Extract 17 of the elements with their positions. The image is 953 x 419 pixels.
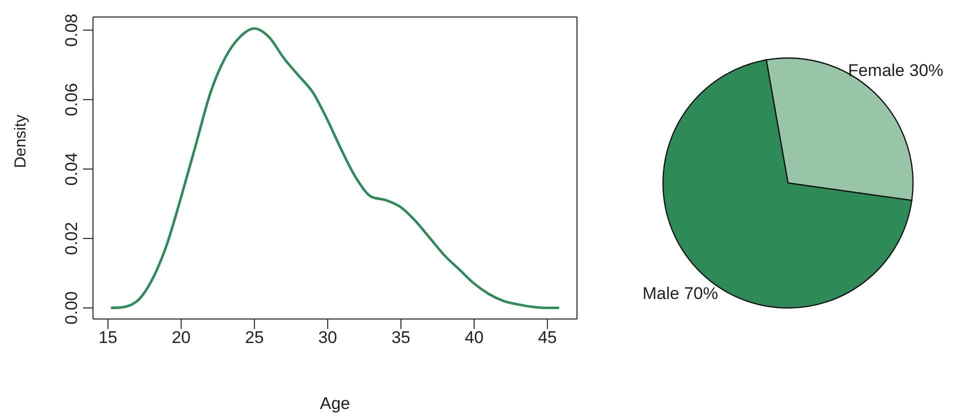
y-tick-label: 0.02 [62,222,81,256]
x-tick-label: 15 [98,328,118,348]
y-tick-label: 0.00 [62,291,81,324]
y-tick-label: 0.08 [62,14,81,47]
y-tick-label: 0.04 [62,152,81,186]
x-tick-label: 20 [172,328,191,348]
line-series [110,27,560,310]
slice-label: Male 70% [642,284,718,303]
x-tick-label: 45 [538,328,557,348]
x-tick-label: 35 [391,328,410,348]
x-axis-title: Age [320,394,350,413]
x-tick-label: 25 [244,328,264,348]
y-axis-title: Density [12,114,30,168]
x-tick-label: 30 [318,328,338,348]
x-tick-label: 40 [464,328,484,348]
y-tick-label: 0.06 [62,83,81,116]
slice-label: Female 30% [848,60,944,80]
